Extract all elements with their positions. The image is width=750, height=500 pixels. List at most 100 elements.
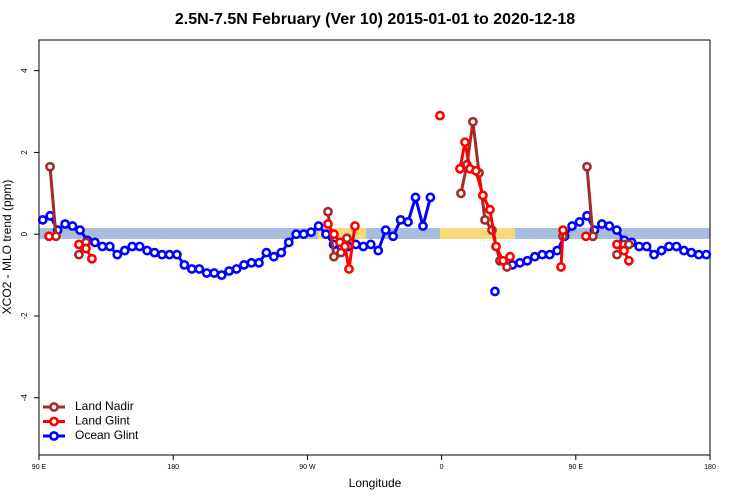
point: [505, 251, 515, 262]
point: [44, 231, 54, 242]
x-tick-label: 180: [167, 464, 179, 471]
point: [201, 268, 212, 278]
point: [693, 249, 704, 260]
point: [342, 233, 352, 244]
point: [340, 241, 350, 252]
point: [186, 264, 197, 274]
point: [74, 249, 84, 260]
land-band: [318, 228, 366, 239]
point: [149, 247, 160, 258]
point: [358, 241, 369, 252]
legend-marker: [49, 402, 59, 412]
point: [37, 215, 48, 225]
point: [460, 137, 470, 148]
point: [268, 251, 279, 262]
legend-label: Land Nadir: [75, 399, 134, 413]
point: [623, 255, 634, 266]
point: [45, 161, 55, 172]
point: [574, 217, 585, 227]
x-tick-label: 180: [704, 464, 716, 471]
point: [224, 266, 235, 276]
y-tick-label: -2: [20, 312, 29, 320]
point: [283, 237, 294, 248]
legend-marker: [49, 431, 59, 441]
point: [649, 249, 659, 260]
x-tick-label: 90 E: [32, 464, 47, 471]
y-tick-label: 2: [20, 150, 29, 155]
point: [558, 225, 568, 236]
point: [90, 237, 100, 248]
point: [480, 215, 490, 225]
point: [468, 116, 478, 127]
point: [388, 231, 399, 242]
point: [246, 257, 257, 268]
point: [60, 219, 70, 229]
point: [425, 192, 436, 203]
point: [612, 249, 622, 260]
point: [656, 245, 667, 256]
point: [529, 251, 540, 262]
point: [435, 110, 445, 121]
point: [344, 264, 354, 274]
ocean-band: [39, 228, 710, 239]
point: [164, 249, 175, 260]
point: [581, 231, 591, 242]
point: [112, 249, 123, 260]
point: [514, 257, 525, 268]
x-tick-label: 90 W: [299, 464, 316, 471]
point: [231, 264, 242, 274]
y-tick-label: 0: [20, 231, 29, 236]
land-ocean-band: [39, 228, 710, 239]
point: [216, 270, 227, 280]
point: [455, 163, 465, 174]
point: [552, 245, 563, 256]
point: [81, 243, 91, 254]
point: [172, 249, 182, 260]
point: [329, 229, 339, 240]
point: [119, 245, 130, 256]
point: [582, 161, 592, 172]
point: [418, 221, 428, 231]
point: [612, 239, 622, 250]
point: [365, 239, 376, 250]
legend-label: Land Glint: [75, 414, 130, 428]
x-tick-label: 90 E: [569, 464, 584, 471]
point: [313, 221, 324, 231]
point: [664, 241, 674, 252]
point: [634, 241, 645, 252]
point: [485, 204, 495, 215]
point: [641, 241, 652, 252]
point: [67, 221, 78, 231]
point: [491, 241, 501, 252]
point: [679, 245, 689, 256]
point: [623, 239, 634, 250]
point: [75, 225, 85, 236]
point: [544, 249, 555, 260]
x-tick-label: 0: [440, 464, 444, 471]
point: [619, 245, 629, 256]
point: [537, 249, 548, 260]
point: [373, 245, 384, 256]
point: [596, 219, 607, 229]
point: [239, 259, 249, 270]
chart-title: 2.5N-7.5N February (Ver 10) 2015-01-01 t…: [175, 11, 575, 28]
point: [403, 217, 413, 227]
y-axis-label: XCO2 - MLO trend (ppm): [0, 180, 14, 315]
point: [127, 241, 138, 252]
y-tick-label: 4: [20, 68, 29, 73]
point: [254, 257, 264, 268]
point: [456, 188, 466, 199]
point: [209, 268, 220, 278]
x-axis-label: Longitude: [349, 476, 402, 490]
point: [291, 229, 302, 240]
point: [142, 245, 153, 256]
point: [686, 247, 697, 258]
point: [104, 241, 115, 252]
point: [478, 190, 488, 201]
point: [380, 225, 391, 236]
point: [498, 255, 508, 266]
point: [490, 286, 500, 297]
point: [276, 247, 287, 258]
point: [671, 241, 682, 252]
